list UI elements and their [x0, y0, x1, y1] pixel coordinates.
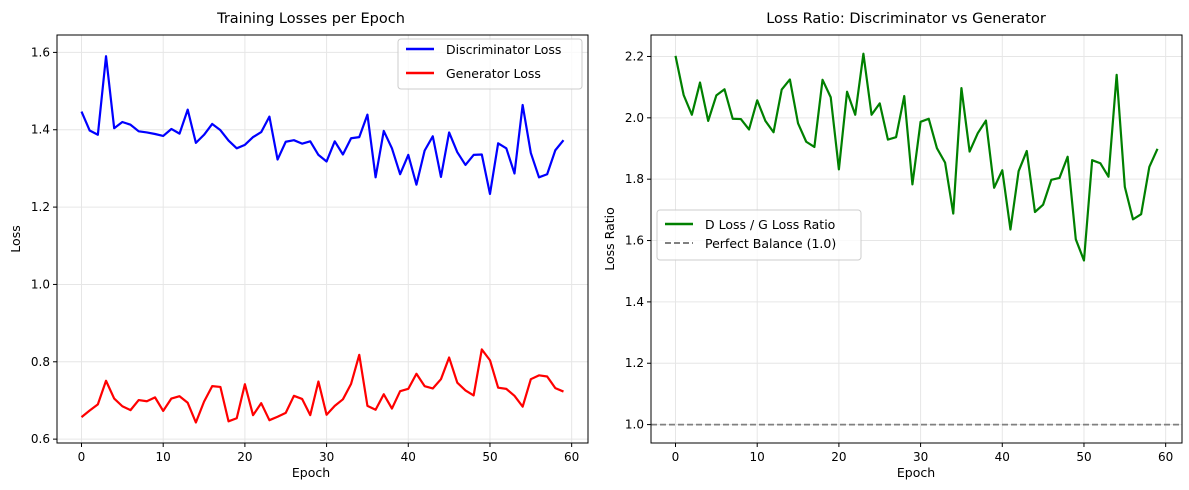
x-tick-label: 20 — [237, 450, 252, 464]
legend: D Loss / G Loss Ratio Perfect Balance (1… — [656, 209, 862, 261]
y-tick-label: 1.0 — [31, 277, 50, 291]
x-tick-label: 10 — [156, 450, 171, 464]
x-tick-label: 10 — [750, 450, 765, 464]
y-tick-label: 0.6 — [31, 432, 50, 446]
y-tick-label: 0.8 — [31, 355, 50, 369]
axes-frame — [56, 34, 589, 444]
legend-label-discriminator: Discriminator Loss — [446, 42, 561, 57]
legend-box — [656, 209, 862, 261]
y-tick-label: 1.2 — [625, 356, 644, 370]
y-tick-label: 1.4 — [31, 123, 50, 137]
legend-label-generator: Generator Loss — [446, 66, 541, 81]
legend-box — [397, 38, 583, 90]
series-line-0 — [674, 52, 1159, 262]
x-tick-label: 20 — [831, 450, 846, 464]
x-tick-label: 50 — [482, 450, 497, 464]
x-axis-label: Epoch — [897, 465, 935, 480]
y-axis-label: Loss Ratio — [602, 207, 617, 270]
plot-lines — [80, 55, 565, 424]
series-line-0 — [80, 55, 565, 196]
x-tick-label: 60 — [564, 450, 579, 464]
x-axis-label: Epoch — [292, 465, 330, 480]
losses-panel: Training Losses per Epoch 0 10 20 30 40 50 60 … — [8, 11, 589, 480]
legend-label-balance: Perfect Balance (1.0) — [705, 236, 836, 251]
x-tick-label: 50 — [1076, 450, 1091, 464]
y-tick-label: 1.0 — [625, 418, 644, 432]
x-ticks: 0 10 20 30 40 50 60 — [78, 443, 579, 464]
x-tick-label: 30 — [913, 450, 928, 464]
x-tick-label: 40 — [995, 450, 1010, 464]
x-tick-label: 0 — [78, 450, 86, 464]
x-tick-label: 60 — [1158, 450, 1173, 464]
x-tick-label: 40 — [401, 450, 416, 464]
x-tick-label: 30 — [319, 450, 334, 464]
y-tick-label: 1.4 — [625, 295, 644, 309]
chart-title: Loss Ratio: Discriminator vs Generator — [766, 11, 1046, 27]
y-tick-label: 2.2 — [625, 49, 644, 63]
y-tick-label: 1.6 — [31, 45, 50, 59]
axes-frame — [650, 34, 1183, 444]
y-tick-label: 1.2 — [31, 200, 50, 214]
plot-lines — [651, 52, 1182, 426]
chart-title: Training Losses per Epoch — [216, 11, 405, 27]
y-ticks: 1.0 1.2 1.4 1.6 1.8 2.0 2.2 — [625, 49, 651, 432]
y-tick-label: 1.6 — [625, 234, 644, 248]
y-axis-label: Loss — [8, 225, 23, 252]
legend-label-ratio: D Loss / G Loss Ratio — [705, 217, 835, 232]
grid — [57, 35, 588, 443]
ratio-panel: Loss Ratio: Discriminator vs Generator 0… — [602, 11, 1183, 480]
y-tick-label: 1.8 — [625, 172, 644, 186]
y-tick-label: 2.0 — [625, 111, 644, 125]
x-tick-label: 0 — [672, 450, 680, 464]
legend: Discriminator Loss Generator Loss — [397, 38, 583, 90]
y-ticks: 0.6 0.8 1.0 1.2 1.4 1.6 — [31, 45, 57, 446]
x-ticks: 0 10 20 30 40 50 60 — [672, 443, 1173, 464]
series-line-1 — [80, 348, 564, 424]
